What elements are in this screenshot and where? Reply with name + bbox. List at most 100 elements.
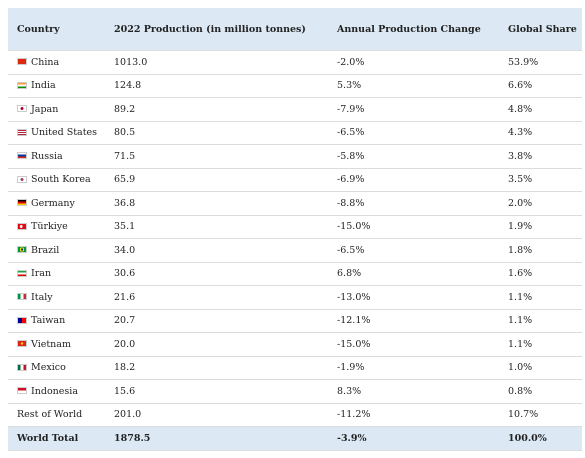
value-cell: 30.6 [105, 262, 328, 286]
value-cell: -1.9% [328, 356, 499, 380]
value-cell: 124.8 [105, 74, 328, 98]
value-cell: 2.0% [499, 191, 582, 216]
value-cell: -7.9% [328, 97, 499, 122]
flag-icon [17, 246, 27, 254]
value-cell: 1.0% [499, 356, 582, 380]
flag-icon [17, 81, 27, 89]
country-cell: Iran [8, 262, 105, 286]
value-cell: 1.1% [499, 309, 582, 333]
country-cell: Türkiye [8, 215, 105, 239]
country-cell: Russia [8, 144, 105, 169]
value-cell: -6.5% [328, 121, 499, 145]
cell-text: Taiwan [31, 315, 66, 327]
cell-text: Italy [31, 291, 53, 303]
value-cell: -13.0% [328, 285, 499, 310]
cell-text: 34.0 [114, 244, 136, 256]
value-cell: -6.5% [328, 238, 499, 263]
value-cell: 6.8% [328, 262, 499, 286]
value-cell: 34.0 [105, 238, 328, 263]
value-cell: 4.3% [499, 121, 582, 145]
value-cell: -6.9% [328, 168, 499, 192]
data-row: China 1013.0 -2.0% 53.9% [8, 50, 582, 75]
cell-text: Germany [31, 197, 75, 209]
cell-text: World Total [17, 433, 79, 444]
value-cell: 20.0 [105, 332, 328, 357]
cell-text: 8.3% [337, 385, 362, 397]
flag-icon [17, 387, 27, 395]
country-cell: Taiwan [8, 309, 105, 333]
data-row: United States 80.5 -6.5% 4.3% [8, 121, 582, 145]
flag-icon [17, 293, 27, 301]
cell-text: Brazil [31, 244, 60, 256]
data-row: Taiwan 20.7 -12.1% 1.1% [8, 309, 582, 333]
value-cell: 0.8% [499, 379, 582, 404]
data-row: Russia 71.5 -5.8% 3.8% [8, 144, 582, 169]
data-row: Indonesia 15.6 8.3% 0.8% [8, 379, 582, 404]
country-cell: Indonesia [8, 379, 105, 404]
cell-text: Rest of World [17, 409, 83, 421]
flag-icon [17, 269, 27, 277]
cell-text: 18.2 [114, 362, 136, 374]
value-cell: 1.9% [499, 215, 582, 239]
cell-text: 0.8% [508, 385, 533, 397]
data-row: Türkiye 35.1 -15.0% 1.9% [8, 215, 582, 239]
cell-text: 3.8% [508, 150, 533, 162]
cell-text: 20.7 [114, 315, 136, 327]
column-header: 2022 Production (in million tonnes) [105, 8, 328, 51]
cell-text: -8.8% [337, 197, 365, 209]
cell-text: 124.8 [114, 80, 142, 92]
cell-text: 36.8 [114, 197, 136, 209]
cell-text: 1.9% [508, 221, 533, 233]
cell-text: India [31, 80, 56, 92]
cell-text: -7.9% [337, 103, 365, 115]
value-cell: 36.8 [105, 191, 328, 216]
flag-icon [17, 152, 27, 160]
cell-text: -3.9% [337, 433, 367, 444]
cell-text: -2.0% [337, 56, 365, 68]
cell-text: Vietnam [31, 338, 71, 350]
country-cell: Mexico [8, 356, 105, 380]
value-cell: 15.6 [105, 379, 328, 404]
cell-text: 1.0% [508, 362, 533, 374]
value-cell: -2.0% [328, 50, 499, 75]
value-cell: 100.0% [499, 426, 582, 451]
country-cell: Germany [8, 191, 105, 216]
cell-text: -13.0% [337, 291, 371, 303]
data-row: Brazil 34.0 -6.5% 1.8% [8, 238, 582, 263]
cell-text: 1.6% [508, 268, 533, 280]
value-cell: 6.6% [499, 74, 582, 98]
cell-text: 3.5% [508, 174, 533, 186]
production-table: Country 2022 Production (in million tonne… [8, 8, 582, 451]
flag-icon [17, 222, 27, 230]
column-header: Annual Production Change [328, 8, 499, 51]
cell-text: 80.5 [114, 127, 136, 139]
value-cell: 1.1% [499, 332, 582, 357]
value-cell: 1.6% [499, 262, 582, 286]
data-row: Japan 89.2 -7.9% 4.8% [8, 97, 582, 122]
value-cell: -5.8% [328, 144, 499, 169]
header-row: Country 2022 Production (in million tonne… [8, 8, 582, 51]
cell-text: -12.1% [337, 315, 371, 327]
cell-text: China [31, 56, 60, 68]
cell-text: 1013.0 [114, 56, 148, 68]
cell-text: -6.9% [337, 174, 365, 186]
value-cell: 21.6 [105, 285, 328, 310]
cell-text: 1878.5 [114, 433, 151, 444]
total-row: World Total 1878.5 -3.9% 100.0% [8, 426, 582, 451]
cell-text: -15.0% [337, 338, 371, 350]
data-row: South Korea 65.9 -6.9% 3.5% [8, 168, 582, 192]
cell-text: 6.6% [508, 80, 533, 92]
value-cell: -3.9% [328, 426, 499, 451]
country-cell: China [8, 50, 105, 75]
cell-text: 1.8% [508, 244, 533, 256]
cell-text: -5.8% [337, 150, 365, 162]
cell-text: 2.0% [508, 197, 533, 209]
data-row: Mexico 18.2 -1.9% 1.0% [8, 356, 582, 380]
cell-text: 15.6 [114, 385, 136, 397]
cell-text: 30.6 [114, 268, 136, 280]
flag-icon [17, 128, 27, 136]
data-row: India 124.8 5.3% 6.6% [8, 74, 582, 98]
country-cell: Japan [8, 97, 105, 122]
